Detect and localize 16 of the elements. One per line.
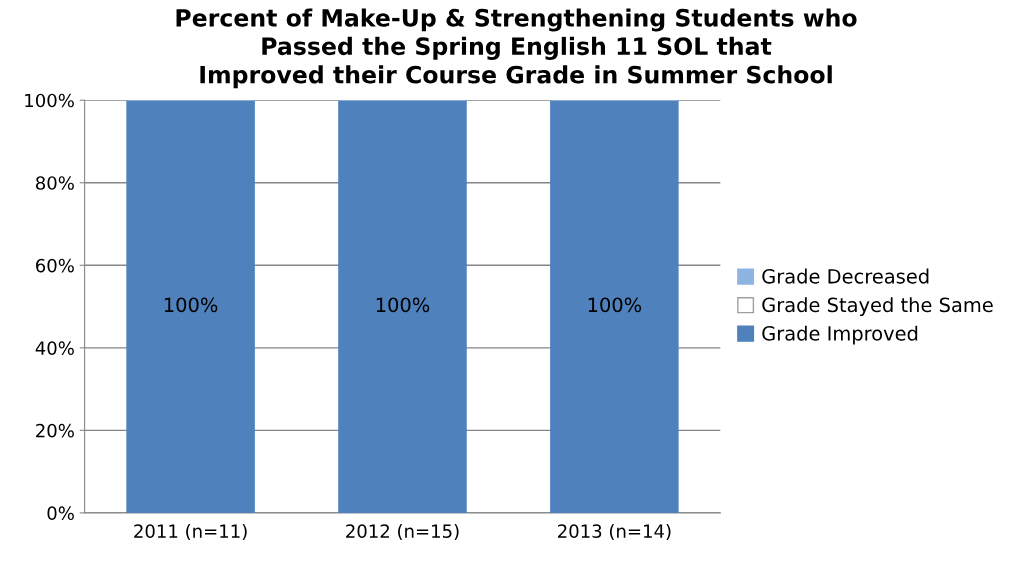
- data-label: 100%: [164, 297, 218, 313]
- data-label: 100%: [588, 297, 642, 313]
- y-tick-label: 20%: [36, 423, 74, 438]
- chart-title: Percent of Make-Up & Strengthening Students who Passed the Spring English 11 SOL that Improved their Course Grade in Summer School: [176, 8, 857, 89]
- legend-label: Grade Decreased: [762, 268, 929, 284]
- x-tick-label: 2013 (n=14): [558, 524, 671, 541]
- y-tick-label: 40%: [35, 341, 74, 355]
- y-tick-label: 80%: [35, 176, 74, 190]
- y-tick-label: 100%: [25, 93, 74, 108]
- x-tick-label: 2012 (n=15): [346, 524, 459, 541]
- x-tick-label: 2011 (n=11): [134, 524, 247, 541]
- y-tick-label: 60%: [36, 258, 74, 273]
- legend-label: Grade Stayed the Same: [762, 297, 993, 316]
- data-label: 100%: [376, 297, 430, 313]
- y-tick-label: 0%: [47, 506, 74, 521]
- legend-label: Grade Improved: [762, 325, 918, 345]
